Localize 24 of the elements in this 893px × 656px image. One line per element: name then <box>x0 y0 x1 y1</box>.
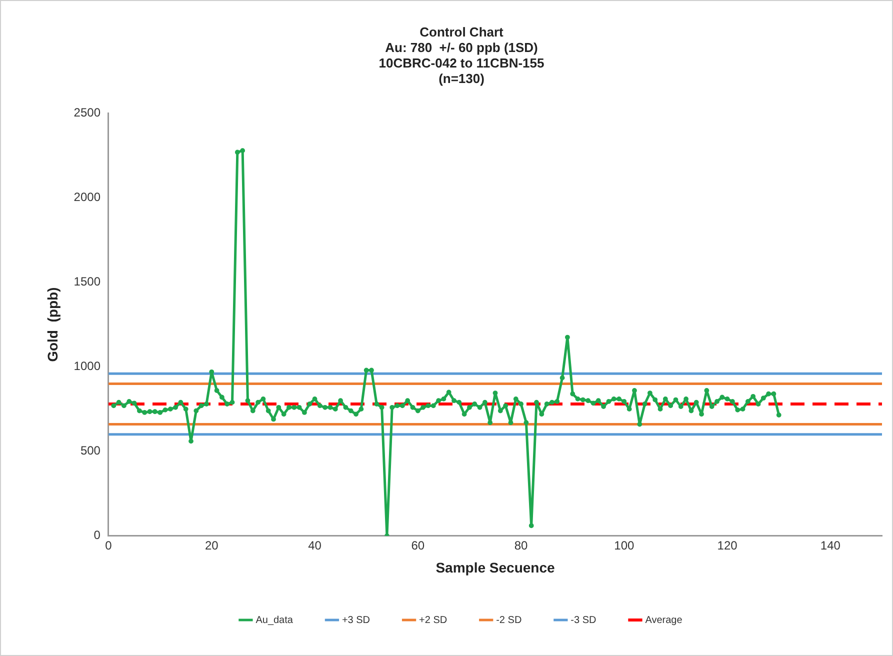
y-tick-label: 0 <box>94 528 101 542</box>
x-tick-label: 100 <box>614 538 634 552</box>
y-tick-label: 1000 <box>74 359 101 374</box>
legend-label: +3 SD <box>342 614 370 626</box>
y-tick-label: 500 <box>80 444 101 458</box>
x-tick-label: 140 <box>820 538 841 552</box>
x-tick-label: 120 <box>717 538 738 552</box>
legend-label: -2 SD <box>496 614 522 626</box>
x-axis-title: Sample Secuence <box>436 559 555 576</box>
x-tick-label: 0 <box>105 538 112 552</box>
y-tick-label: 2000 <box>74 190 101 204</box>
legend-label: Average <box>645 614 683 626</box>
legend-label: Au_data <box>256 614 294 626</box>
chart-subtitle: Au: 780 +/- 60 ppb (1SD) 10CBRC-042 to 11CBN-155 (n=130) <box>378 40 544 86</box>
x-tick-label: 20 <box>204 538 219 552</box>
y-axis-title: Gold (ppb) <box>44 287 60 362</box>
y-tick-label: 1500 <box>74 274 101 289</box>
x-tick-label: 40 <box>308 538 322 552</box>
x-tick-label: 80 <box>514 538 528 552</box>
legend-label: -3 SD <box>570 614 596 626</box>
chart-title: Control Chart <box>420 24 504 40</box>
legend-label: +2 SD <box>419 614 448 626</box>
x-tick-label: 60 <box>411 538 425 552</box>
y-tick-label: 2500 <box>74 106 101 120</box>
